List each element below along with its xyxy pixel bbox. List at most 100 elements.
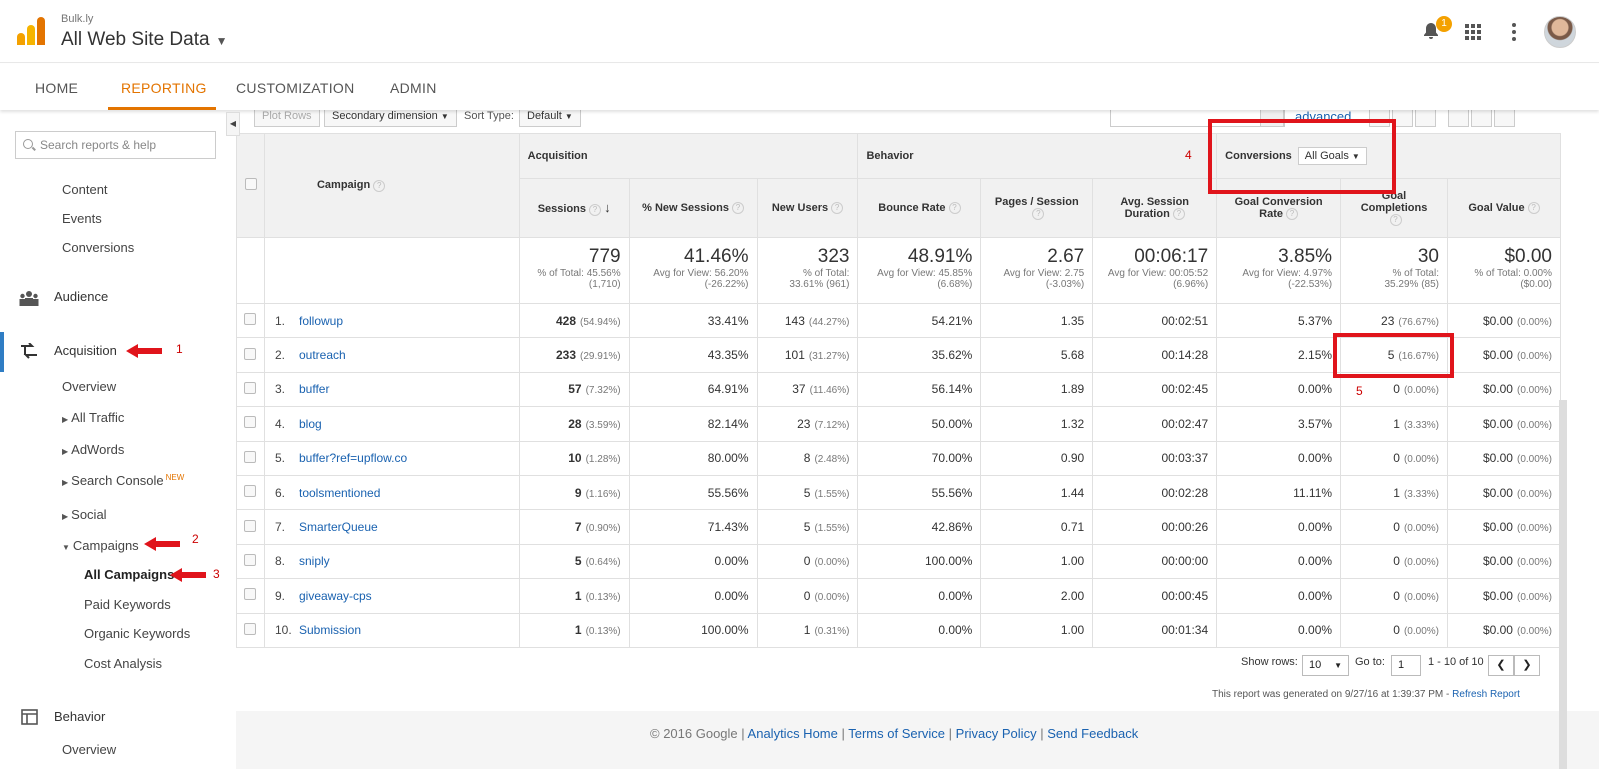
campaign-link[interactable]: giveaway-cps: [298, 588, 372, 603]
audience-icon: [19, 291, 39, 306]
goal-value-cell: $0.00 (0.00%): [1446, 440, 1562, 476]
campaign-link[interactable]: blog: [298, 416, 322, 431]
sort-type-select[interactable]: Default ▼: [519, 106, 581, 127]
sidebar-item-campaigns[interactable]: ▼ Campaigns: [62, 538, 139, 553]
row-checkbox[interactable]: [244, 313, 257, 326]
help-icon[interactable]: ?: [831, 202, 844, 215]
analytics-logo[interactable]: [17, 17, 45, 45]
goal-select[interactable]: All Goals ▼: [1297, 147, 1367, 165]
new-users-value: 23: [797, 416, 811, 431]
goal-value: $0.00: [1482, 520, 1513, 535]
tab-home[interactable]: HOME: [35, 80, 79, 96]
sidebar-item-social[interactable]: ▶ Social: [62, 507, 107, 522]
refresh-report-link[interactable]: Refresh Report: [1452, 689, 1520, 700]
search-input[interactable]: Search reports & help: [15, 131, 216, 159]
send-feedback-link[interactable]: Send Feedback: [1047, 726, 1139, 741]
col-avg-duration[interactable]: Avg. Session Duration?: [1092, 178, 1218, 238]
sessions-pct: (0.13%): [585, 626, 621, 638]
campaign-link[interactable]: outreach: [298, 348, 346, 363]
col-new-users[interactable]: New Users?: [756, 178, 859, 238]
completions-value: 0: [1393, 623, 1400, 638]
sessions-value: 233: [556, 348, 577, 363]
row-checkbox[interactable]: [244, 416, 257, 429]
row-checkbox[interactable]: [244, 588, 257, 601]
row-checkbox[interactable]: [244, 622, 257, 635]
sidebar-item-events[interactable]: Events: [62, 211, 102, 226]
col-pages-session[interactable]: Pages / Session?: [980, 178, 1094, 238]
help-icon[interactable]: ?: [1389, 214, 1402, 227]
sidebar-item-content[interactable]: Content: [62, 182, 108, 197]
help-icon[interactable]: ?: [948, 202, 961, 215]
campaign-link[interactable]: followup: [298, 313, 344, 328]
row-checkbox[interactable]: [244, 450, 257, 463]
totals-blank: [263, 237, 520, 304]
privacy-link[interactable]: Privacy Policy: [955, 726, 1037, 741]
avatar[interactable]: [1544, 16, 1576, 48]
help-icon[interactable]: ?: [1172, 208, 1185, 221]
sidebar-item-overview[interactable]: Overview: [62, 379, 117, 394]
apps-grid-icon[interactable]: [1465, 24, 1481, 40]
col-bounce-rate[interactable]: Bounce Rate?: [857, 178, 982, 238]
pages-session-cell: 1.89: [980, 371, 1094, 408]
goal-value-cell: $0.00 (0.00%): [1446, 509, 1562, 545]
prev-page-button[interactable]: ❮: [1488, 655, 1514, 676]
tab-reporting[interactable]: REPORTING: [121, 80, 207, 96]
analytics-home-link[interactable]: Analytics Home: [747, 726, 838, 741]
campaign-link[interactable]: toolsmentioned: [298, 485, 381, 500]
sidebar-item-acquisition[interactable]: Acquisition: [54, 343, 117, 358]
sidebar-item-adwords[interactable]: ▶ AdWords: [62, 442, 124, 457]
bell-icon[interactable]: [1422, 22, 1440, 40]
col-goal-conversion-rate[interactable]: Goal Conversion Rate?: [1216, 178, 1342, 238]
campaign-link[interactable]: sniply: [298, 554, 330, 569]
sidebar-item-all-traffic[interactable]: ▶ All Traffic: [62, 410, 124, 425]
campaign-link[interactable]: SmarterQueue: [298, 520, 378, 535]
row-checkbox[interactable]: [244, 519, 257, 532]
next-page-button[interactable]: ❯: [1514, 655, 1540, 676]
row-checkbox[interactable]: [244, 347, 257, 360]
goal-completions-cell: 5 (16.67%): [1340, 337, 1448, 373]
go-to-input[interactable]: 1: [1391, 655, 1421, 676]
row-checkbox[interactable]: [244, 553, 257, 566]
row-checkbox[interactable]: [244, 485, 257, 498]
help-icon[interactable]: ?: [731, 202, 744, 215]
total-goal-completions: 30% of Total: 35.29% (85): [1340, 237, 1448, 304]
campaign-header[interactable]: Campaign?: [263, 133, 520, 238]
show-rows-select[interactable]: 10 ▼: [1302, 655, 1349, 676]
more-options-icon[interactable]: [1512, 23, 1516, 41]
help-icon[interactable]: ?: [589, 203, 602, 216]
property-selector[interactable]: All Web Site Data ▼: [61, 29, 227, 51]
col-new-sessions[interactable]: % New Sessions?: [628, 178, 758, 238]
tab-customization[interactable]: CUSTOMIZATION: [236, 80, 355, 96]
sidebar-item-cost-analysis[interactable]: Cost Analysis: [84, 656, 163, 671]
tab-admin[interactable]: ADMIN: [390, 80, 437, 96]
help-icon[interactable]: ?: [1527, 202, 1540, 215]
sidebar-item-behavior-overview[interactable]: Overview: [62, 742, 117, 757]
select-all-checkbox[interactable]: [245, 178, 257, 190]
scrollbar-thumb[interactable]: [1559, 400, 1567, 769]
sidebar-item-search-console[interactable]: ▶ Search Console NEW: [62, 473, 184, 488]
help-icon[interactable]: ?: [1032, 208, 1045, 221]
col-goal-value[interactable]: Goal Value?: [1446, 178, 1562, 238]
help-icon[interactable]: ?: [373, 179, 386, 192]
annotation-number: 1: [176, 342, 183, 356]
sidebar-item-behavior[interactable]: Behavior: [54, 709, 106, 724]
terms-link[interactable]: Terms of Service: [848, 726, 946, 741]
plot-rows-button[interactable]: Plot Rows: [254, 106, 320, 127]
row-checkbox[interactable]: [244, 381, 257, 394]
sidebar-item-all-campaigns[interactable]: All Campaigns: [84, 567, 175, 582]
annotation-arrow-icon: [144, 537, 180, 551]
sidebar-item-organic-keywords[interactable]: Organic Keywords: [84, 626, 191, 641]
help-icon[interactable]: ?: [1286, 208, 1299, 221]
collapse-sidebar-button[interactable]: ◀: [226, 112, 240, 136]
campaign-link[interactable]: Submission: [298, 623, 362, 638]
new-users-value: 5: [803, 485, 811, 500]
campaign-link[interactable]: buffer: [298, 382, 330, 397]
row-checkbox-cell: [236, 302, 265, 339]
sidebar-item-conversions[interactable]: Conversions: [62, 240, 135, 255]
campaign-link[interactable]: buffer?ref=upflow.co: [298, 451, 408, 466]
completions-value: 1: [1393, 416, 1400, 431]
goal-value-cell: $0.00 (0.00%): [1446, 474, 1562, 511]
sidebar-item-audience[interactable]: Audience: [54, 289, 109, 304]
sidebar-item-paid-keywords[interactable]: Paid Keywords: [84, 597, 171, 612]
col-sessions[interactable]: Sessions? ↓: [518, 178, 630, 238]
